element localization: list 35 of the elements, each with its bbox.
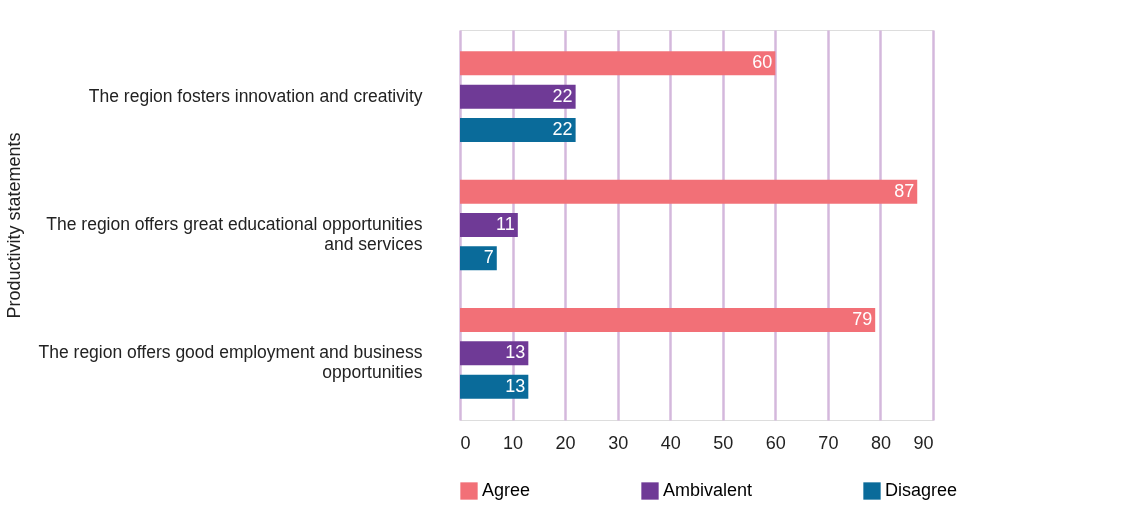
- bar: [460, 213, 518, 237]
- x-tick-label: 10: [503, 432, 524, 453]
- bar: [460, 374, 529, 399]
- bar: [460, 246, 497, 271]
- legend-label: Ambivalent: [663, 480, 753, 500]
- data-label: 11: [496, 214, 515, 234]
- data-label: 22: [552, 85, 573, 106]
- bar: [460, 179, 918, 204]
- y-tick-label: The region offers great educational opportunities and services: [46, 214, 423, 254]
- x-tick-label: 20: [555, 432, 576, 453]
- x-tick-label: 60: [765, 432, 786, 453]
- x-tick-label: 30: [608, 432, 629, 453]
- y-tick-label: The region offers good employment and business opportunities: [38, 342, 423, 382]
- data-label: 79: [852, 308, 873, 329]
- x-tick-label: 90: [913, 432, 934, 453]
- bar: [460, 118, 576, 143]
- x-tick-label: 80: [870, 432, 891, 453]
- y-tick-label: The region fosters innovation and creativity: [88, 85, 423, 106]
- data-label: 7: [483, 247, 494, 268]
- bar: [460, 341, 529, 366]
- x-tick-label: 0: [460, 432, 471, 453]
- bar: [460, 84, 576, 109]
- legend-label: Disagree: [885, 480, 958, 500]
- x-tick-label: 70: [818, 432, 839, 453]
- data-label: 13: [505, 375, 526, 396]
- bar: [460, 307, 876, 332]
- data-label: 13: [505, 342, 526, 363]
- x-tick-label: 50: [713, 432, 734, 453]
- data-label: 87: [894, 180, 915, 201]
- y-axis-title: Productivity statements: [3, 132, 24, 319]
- data-label: 60: [752, 52, 773, 73]
- x-tick-label: 40: [660, 432, 681, 453]
- data-label: 22: [552, 119, 573, 140]
- legend-label: Agree: [482, 480, 531, 500]
- bar: [460, 51, 776, 76]
